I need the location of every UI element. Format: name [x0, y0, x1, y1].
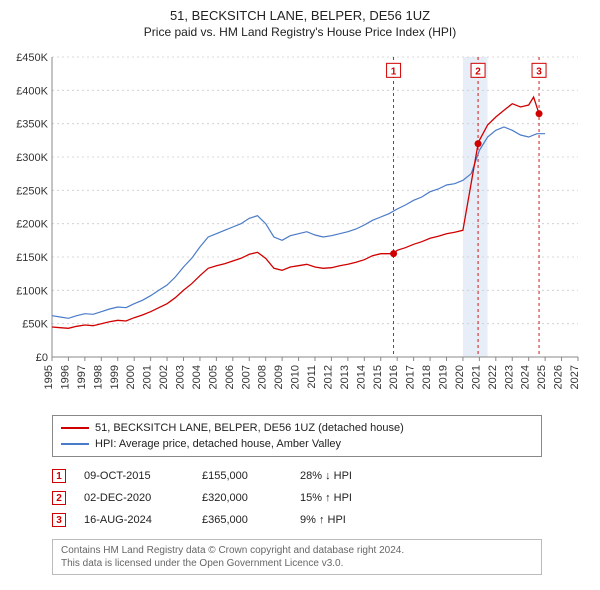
- x-tick-label: 2018: [421, 365, 433, 389]
- x-tick-label: 2016: [388, 365, 400, 389]
- x-tick-label: 2014: [355, 365, 367, 389]
- legend-row: 51, BECKSITCH LANE, BELPER, DE56 1UZ (de…: [61, 420, 533, 436]
- x-tick-label: 2009: [273, 365, 285, 389]
- x-tick-label: 2001: [142, 365, 154, 389]
- transaction-table: 1 09-OCT-2015 £155,000 28% ↓ HPI 2 02-DEC-202…: [52, 465, 542, 531]
- transaction-row: 3 16-AUG-2024 £365,000 9% ↑ HPI: [52, 509, 542, 531]
- x-tick-label: 1997: [76, 365, 88, 389]
- footer-line: Contains HM Land Registry data © Crown c…: [61, 544, 533, 557]
- footer-box: Contains HM Land Registry data © Crown c…: [52, 539, 542, 575]
- x-tick-label: 2003: [175, 365, 187, 389]
- y-tick-label: £250K: [16, 185, 48, 197]
- y-tick-label: £100K: [16, 285, 48, 297]
- x-tick-label: 2002: [158, 365, 170, 389]
- x-tick-label: 2015: [372, 365, 384, 389]
- legend-swatch: [61, 427, 89, 429]
- x-tick-label: 2021: [470, 365, 482, 389]
- x-tick-label: 2019: [438, 365, 450, 389]
- x-tick-label: 2020: [454, 365, 466, 389]
- x-tick-label: 1996: [59, 365, 71, 389]
- x-tick-label: 2011: [306, 365, 318, 389]
- tx-diff: 28% ↓ HPI: [300, 470, 390, 482]
- x-tick-label: 2026: [553, 365, 565, 389]
- x-tick-label: 2024: [520, 365, 532, 389]
- x-tick-label: 2006: [224, 365, 236, 389]
- legend-box: 51, BECKSITCH LANE, BELPER, DE56 1UZ (de…: [52, 415, 542, 457]
- x-tick-label: 2012: [322, 365, 334, 389]
- legend-row: HPI: Average price, detached house, Ambe…: [61, 436, 533, 452]
- y-tick-label: £50K: [22, 319, 48, 331]
- x-tick-label: 2027: [569, 365, 581, 389]
- tx-marker-num: 2: [52, 491, 66, 505]
- tx-marker-num: 1: [52, 469, 66, 483]
- y-tick-label: £150K: [16, 252, 48, 264]
- chart-area: £0 £50K £100K £150K £200K £250K £300K £350K £400…: [10, 47, 590, 407]
- tx-date: 02-DEC-2020: [84, 492, 184, 504]
- x-tick-label: 2022: [487, 365, 499, 389]
- x-tick-label: 2023: [503, 365, 515, 389]
- tx-date: 16-AUG-2024: [84, 514, 184, 526]
- chart-subtitle: Price paid vs. HM Land Registry's House …: [10, 25, 590, 39]
- tx-date: 09-OCT-2015: [84, 470, 184, 482]
- y-tick-label: £450K: [16, 52, 48, 64]
- x-tick-label: 2005: [207, 365, 219, 389]
- x-tick-label: 1998: [92, 365, 104, 389]
- marker-num: 3: [536, 66, 542, 77]
- x-tick-label: 2010: [290, 365, 302, 389]
- tx-marker-num: 3: [52, 513, 66, 527]
- y-tick-label: £350K: [16, 119, 48, 131]
- tx-price: £365,000: [202, 514, 282, 526]
- chart-title: 51, BECKSITCH LANE, BELPER, DE56 1UZ: [10, 8, 590, 23]
- marker-dot: [536, 110, 543, 117]
- marker-num: 1: [391, 66, 397, 77]
- x-tick-label: 2017: [405, 365, 417, 389]
- x-tick-label: 2013: [339, 365, 351, 389]
- tx-diff: 9% ↑ HPI: [300, 514, 390, 526]
- x-tick-label: 1999: [109, 365, 121, 389]
- transaction-row: 2 02-DEC-2020 £320,000 15% ↑ HPI: [52, 487, 542, 509]
- x-tick-label: 2000: [125, 365, 137, 389]
- legend-label: 51, BECKSITCH LANE, BELPER, DE56 1UZ (de…: [95, 422, 404, 434]
- marker-num: 2: [475, 66, 481, 77]
- x-tick-label: 2007: [240, 365, 252, 389]
- x-tick-label: 2004: [191, 365, 203, 389]
- legend-label: HPI: Average price, detached house, Ambe…: [95, 438, 341, 450]
- y-tick-label: £300K: [16, 152, 48, 164]
- x-tick-label: 2008: [257, 365, 269, 389]
- y-tick-label: £0: [36, 352, 48, 364]
- tx-diff: 15% ↑ HPI: [300, 492, 390, 504]
- footer-line: This data is licensed under the Open Gov…: [61, 557, 533, 570]
- tx-price: £320,000: [202, 492, 282, 504]
- x-tick-label: 2025: [536, 365, 548, 389]
- y-tick-label: £400K: [16, 85, 48, 97]
- x-tick-label: 1995: [43, 365, 55, 389]
- line-chart: £0 £50K £100K £150K £200K £250K £300K £350K £400…: [10, 47, 590, 407]
- legend-swatch: [61, 443, 89, 445]
- tx-price: £155,000: [202, 470, 282, 482]
- marker-dot: [390, 250, 397, 257]
- transaction-row: 1 09-OCT-2015 £155,000 28% ↓ HPI: [52, 465, 542, 487]
- marker-dot: [475, 140, 482, 147]
- y-tick-label: £200K: [16, 219, 48, 231]
